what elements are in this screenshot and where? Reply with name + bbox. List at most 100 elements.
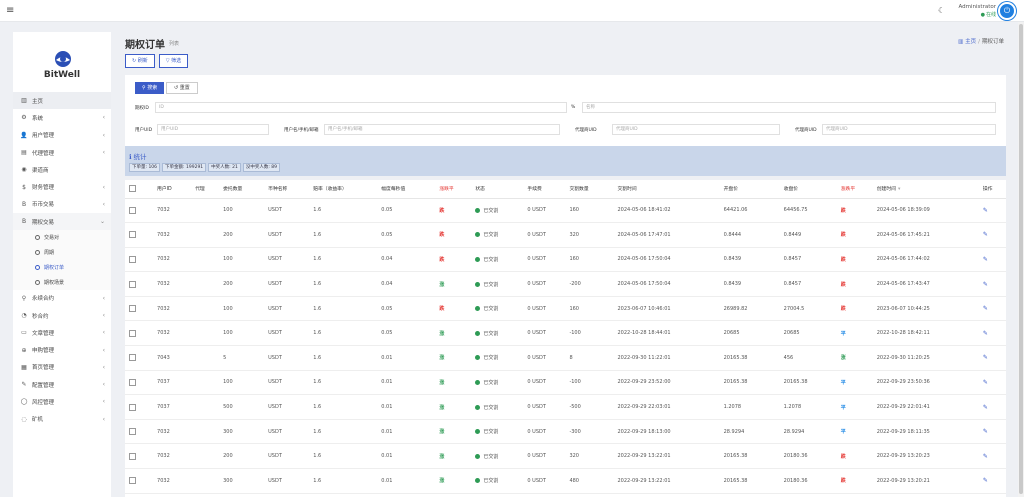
edit-icon[interactable]: ✎: [982, 452, 988, 460]
cell-value: 跌: [840, 453, 846, 460]
name-input[interactable]: 名称: [582, 102, 996, 113]
row-checkbox[interactable]: [129, 329, 136, 337]
sidebar-item[interactable]: B 币币交易 ‹: [13, 196, 111, 213]
table-cell: 平: [836, 419, 873, 445]
row-checkbox[interactable]: [129, 354, 136, 362]
row-checkbox[interactable]: [129, 378, 136, 386]
sidebar-item[interactable]: ▦ 首页管理 ‹: [13, 359, 111, 376]
column-header[interactable]: 创建时间 ▾: [872, 180, 979, 199]
table-cell: 20685: [779, 320, 837, 347]
refresh-button[interactable]: ↻ 刷新: [125, 54, 155, 68]
sidebar-subitem[interactable]: 期权订单: [13, 259, 111, 275]
agent-uid-input-2[interactable]: 代理商UID: [822, 124, 996, 135]
select-all-checkbox[interactable]: [129, 185, 136, 193]
row-checkbox[interactable]: [129, 403, 136, 411]
admin-info[interactable]: Administrator 在线: [950, 4, 997, 18]
sidebar-item[interactable]: ◉ 渠道商: [13, 161, 111, 178]
gear-icon: ⚙: [21, 114, 27, 122]
row-checkbox[interactable]: [129, 206, 136, 214]
edit-icon[interactable]: ✎: [982, 354, 988, 362]
column-header[interactable]: [125, 180, 154, 199]
column-header: 委托数量: [219, 180, 265, 199]
cell-value: 1.6: [313, 354, 322, 361]
table-cell: 7032: [153, 296, 192, 322]
row-checkbox[interactable]: [129, 255, 136, 263]
table-cell: 已交割: [471, 345, 524, 371]
id-card-icon: ▤: [21, 149, 27, 157]
edit-icon[interactable]: ✎: [982, 428, 988, 436]
sidebar-subitem-label: 期权场景: [44, 279, 65, 286]
sidebar-item[interactable]: ◔ 秒合约 ‹: [13, 307, 111, 324]
sidebar-subitem[interactable]: 交易对: [13, 230, 111, 246]
cell-value: 7032: [157, 477, 170, 484]
sidebar-item[interactable]: ✎ 配置管理 ‹: [13, 376, 111, 393]
sidebar-item[interactable]: B 期权交易 ⌄: [13, 213, 111, 231]
table-row: 7032 200 USDT 1.6 0.04 涨 已交割 0 USDT -200 2024-05-…: [125, 271, 1006, 297]
edit-icon[interactable]: ✎: [982, 378, 988, 386]
dark-mode-toggle-icon[interactable]: ☾: [938, 6, 946, 15]
row-checkbox[interactable]: [129, 477, 136, 485]
scrollbar-thumb[interactable]: [1019, 24, 1023, 494]
actions-cell: ✎: [978, 419, 1006, 445]
edit-icon[interactable]: ✎: [982, 477, 988, 485]
table-cell: 300: [219, 419, 265, 445]
sidebar-item[interactable]: ⊕ 申购管理 ‹: [13, 341, 111, 358]
page-scrollbar[interactable]: [1018, 22, 1024, 497]
user-contact-input[interactable]: 用户名/手机/邮箱: [324, 124, 560, 135]
cell-value: 1.6: [313, 207, 322, 214]
table-cell: 26989.82: [719, 296, 780, 322]
table-cell: [191, 443, 220, 470]
row-checkbox[interactable]: [129, 305, 136, 313]
sidebar-item[interactable]: ◯ 风控管理 ‹: [13, 393, 111, 410]
table-cell: 2024-05-06 18:41:02: [613, 198, 720, 224]
table-cell: [191, 247, 220, 273]
cell-value: USDT: [268, 330, 282, 337]
row-checkbox[interactable]: [129, 452, 136, 460]
hamburger-menu-icon[interactable]: ≡: [6, 5, 15, 16]
sidebar-item[interactable]: ⚙ 系统 ‹: [13, 109, 111, 126]
column-header: 币种名称: [264, 180, 310, 199]
table-cell: 2022-10-28 18:42:11: [872, 320, 979, 347]
option-id-input[interactable]: ID: [155, 102, 567, 113]
table-cell: 1.6: [309, 468, 378, 494]
option-id-label: 期权ID: [135, 106, 149, 111]
actions-cell: ✎: [978, 443, 1006, 470]
table-cell: 160: [565, 296, 614, 322]
sidebar-item[interactable]: ▤ 代理管理 ‹: [13, 144, 111, 161]
edit-icon[interactable]: ✎: [982, 329, 988, 337]
sidebar-item[interactable]: ◌ 矿机 ‹: [13, 411, 111, 428]
sort-icon[interactable]: ▾: [897, 187, 901, 193]
breadcrumb-home[interactable]: ▥ 主页: [958, 39, 977, 45]
edit-icon[interactable]: ✎: [982, 280, 988, 288]
reset-button[interactable]: ↺ 重置: [166, 82, 198, 94]
filter-button[interactable]: ▽ 筛选: [158, 54, 189, 68]
row-checkbox[interactable]: [129, 280, 136, 288]
cell-value: 0 USDT: [527, 477, 546, 484]
edit-icon[interactable]: ✎: [982, 305, 988, 313]
sidebar-subitem[interactable]: 期权场景: [13, 274, 111, 290]
sidebar-item[interactable]: ▭ 文章管理 ‹: [13, 324, 111, 341]
row-checkbox[interactable]: [129, 231, 136, 239]
edit-icon[interactable]: ✎: [982, 403, 988, 411]
user-uid-input[interactable]: 用户UID: [157, 124, 269, 135]
cell-value: 200: [223, 281, 233, 288]
sidebar-item[interactable]: 👤 用户管理 ‹: [13, 127, 111, 144]
status-dot-icon: [475, 429, 481, 435]
table-cell: 0.04: [377, 271, 436, 297]
cell-value: 7032: [157, 330, 170, 337]
edit-icon[interactable]: ✎: [982, 255, 988, 263]
edit-icon[interactable]: ✎: [982, 206, 988, 214]
agent-uid-input[interactable]: 代理商UID: [612, 124, 780, 135]
column-header: 交割时间: [613, 180, 720, 199]
row-checkbox[interactable]: [129, 428, 136, 436]
search-button[interactable]: ⚲ 搜索: [135, 82, 165, 94]
cell-value: 平: [840, 379, 846, 386]
sidebar-item[interactable]: ▥ 主页: [13, 92, 111, 110]
sidebar-subitem[interactable]: 周期: [13, 245, 111, 260]
edit-icon[interactable]: ✎: [982, 231, 988, 239]
sidebar-item[interactable]: ⚲ 永续合约 ‹: [13, 290, 111, 307]
article-icon: ▭: [21, 329, 27, 337]
table-cell: 跌: [435, 222, 472, 248]
sidebar-item[interactable]: $ 财务管理 ‹: [13, 178, 111, 195]
avatar[interactable]: ⏻: [998, 2, 1016, 20]
